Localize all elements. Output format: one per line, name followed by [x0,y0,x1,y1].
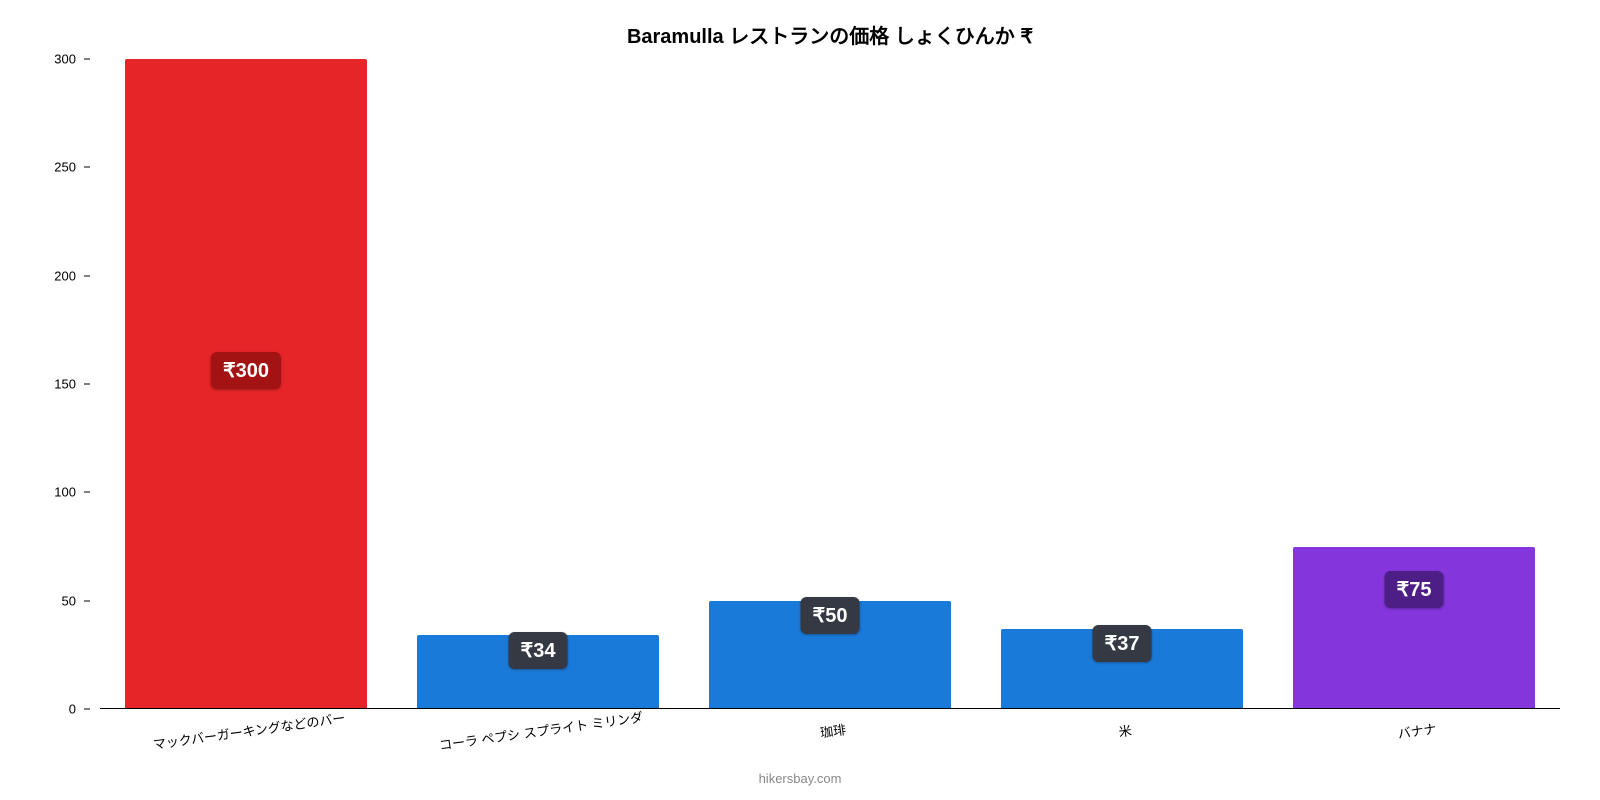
y-tick-mark [84,709,90,710]
value-badge: ₹37 [1092,625,1151,662]
y-tick-mark [84,492,90,493]
bar-slot: ₹75バナナ [1268,59,1560,709]
y-tick-mark [84,275,90,276]
x-axis-label: 米 [1116,708,1133,741]
y-tick: 250 [54,160,90,175]
x-axis-label: バナナ [1395,706,1438,742]
y-tick: 300 [54,52,90,67]
bar-slot: ₹34コーラ ペプシ スプライト ミリンダ [392,59,684,709]
y-tick-label: 200 [54,268,84,283]
y-tick-label: 300 [54,52,84,67]
y-tick-label: 100 [54,485,84,500]
y-tick: 150 [54,377,90,392]
value-badge: ₹300 [211,352,281,389]
y-tick-mark [84,384,90,385]
y-tick-mark [84,59,90,60]
y-tick: 0 [69,702,90,717]
value-badge: ₹34 [508,632,567,669]
bar: ₹50 [709,601,951,709]
y-tick-label: 0 [69,702,84,717]
y-tick: 100 [54,485,90,500]
value-badge: ₹50 [800,597,859,634]
plot-area: 050100150200250300 ₹300マックバーガーキングなどのバー₹3… [100,59,1560,709]
value-badge: ₹75 [1384,571,1443,608]
bar-slot: ₹300マックバーガーキングなどのバー [100,59,392,709]
bars-group: ₹300マックバーガーキングなどのバー₹34コーラ ペプシ スプライト ミリンダ… [100,59,1560,709]
bar-slot: ₹37米 [976,59,1268,709]
bar: ₹300 [125,59,367,709]
y-tick-label: 250 [54,160,84,175]
chart-container: Baramulla レストランの価格 しょくひんか ₹ 050100150200… [0,0,1600,800]
y-tick: 50 [62,593,90,608]
attribution-text: hikersbay.com [0,771,1600,786]
y-tick: 200 [54,268,90,283]
bar-slot: ₹50珈琲 [684,59,976,709]
y-tick-mark [84,600,90,601]
y-tick-label: 50 [62,593,84,608]
x-axis-label: 珈琲 [817,707,847,741]
chart-title: Baramulla レストランの価格 しょくひんか ₹ [100,20,1560,49]
y-tick-mark [84,167,90,168]
bar: ₹75 [1293,547,1535,710]
y-tick-label: 150 [54,377,84,392]
bar: ₹37 [1001,629,1243,709]
x-axis-baseline [100,708,1560,709]
